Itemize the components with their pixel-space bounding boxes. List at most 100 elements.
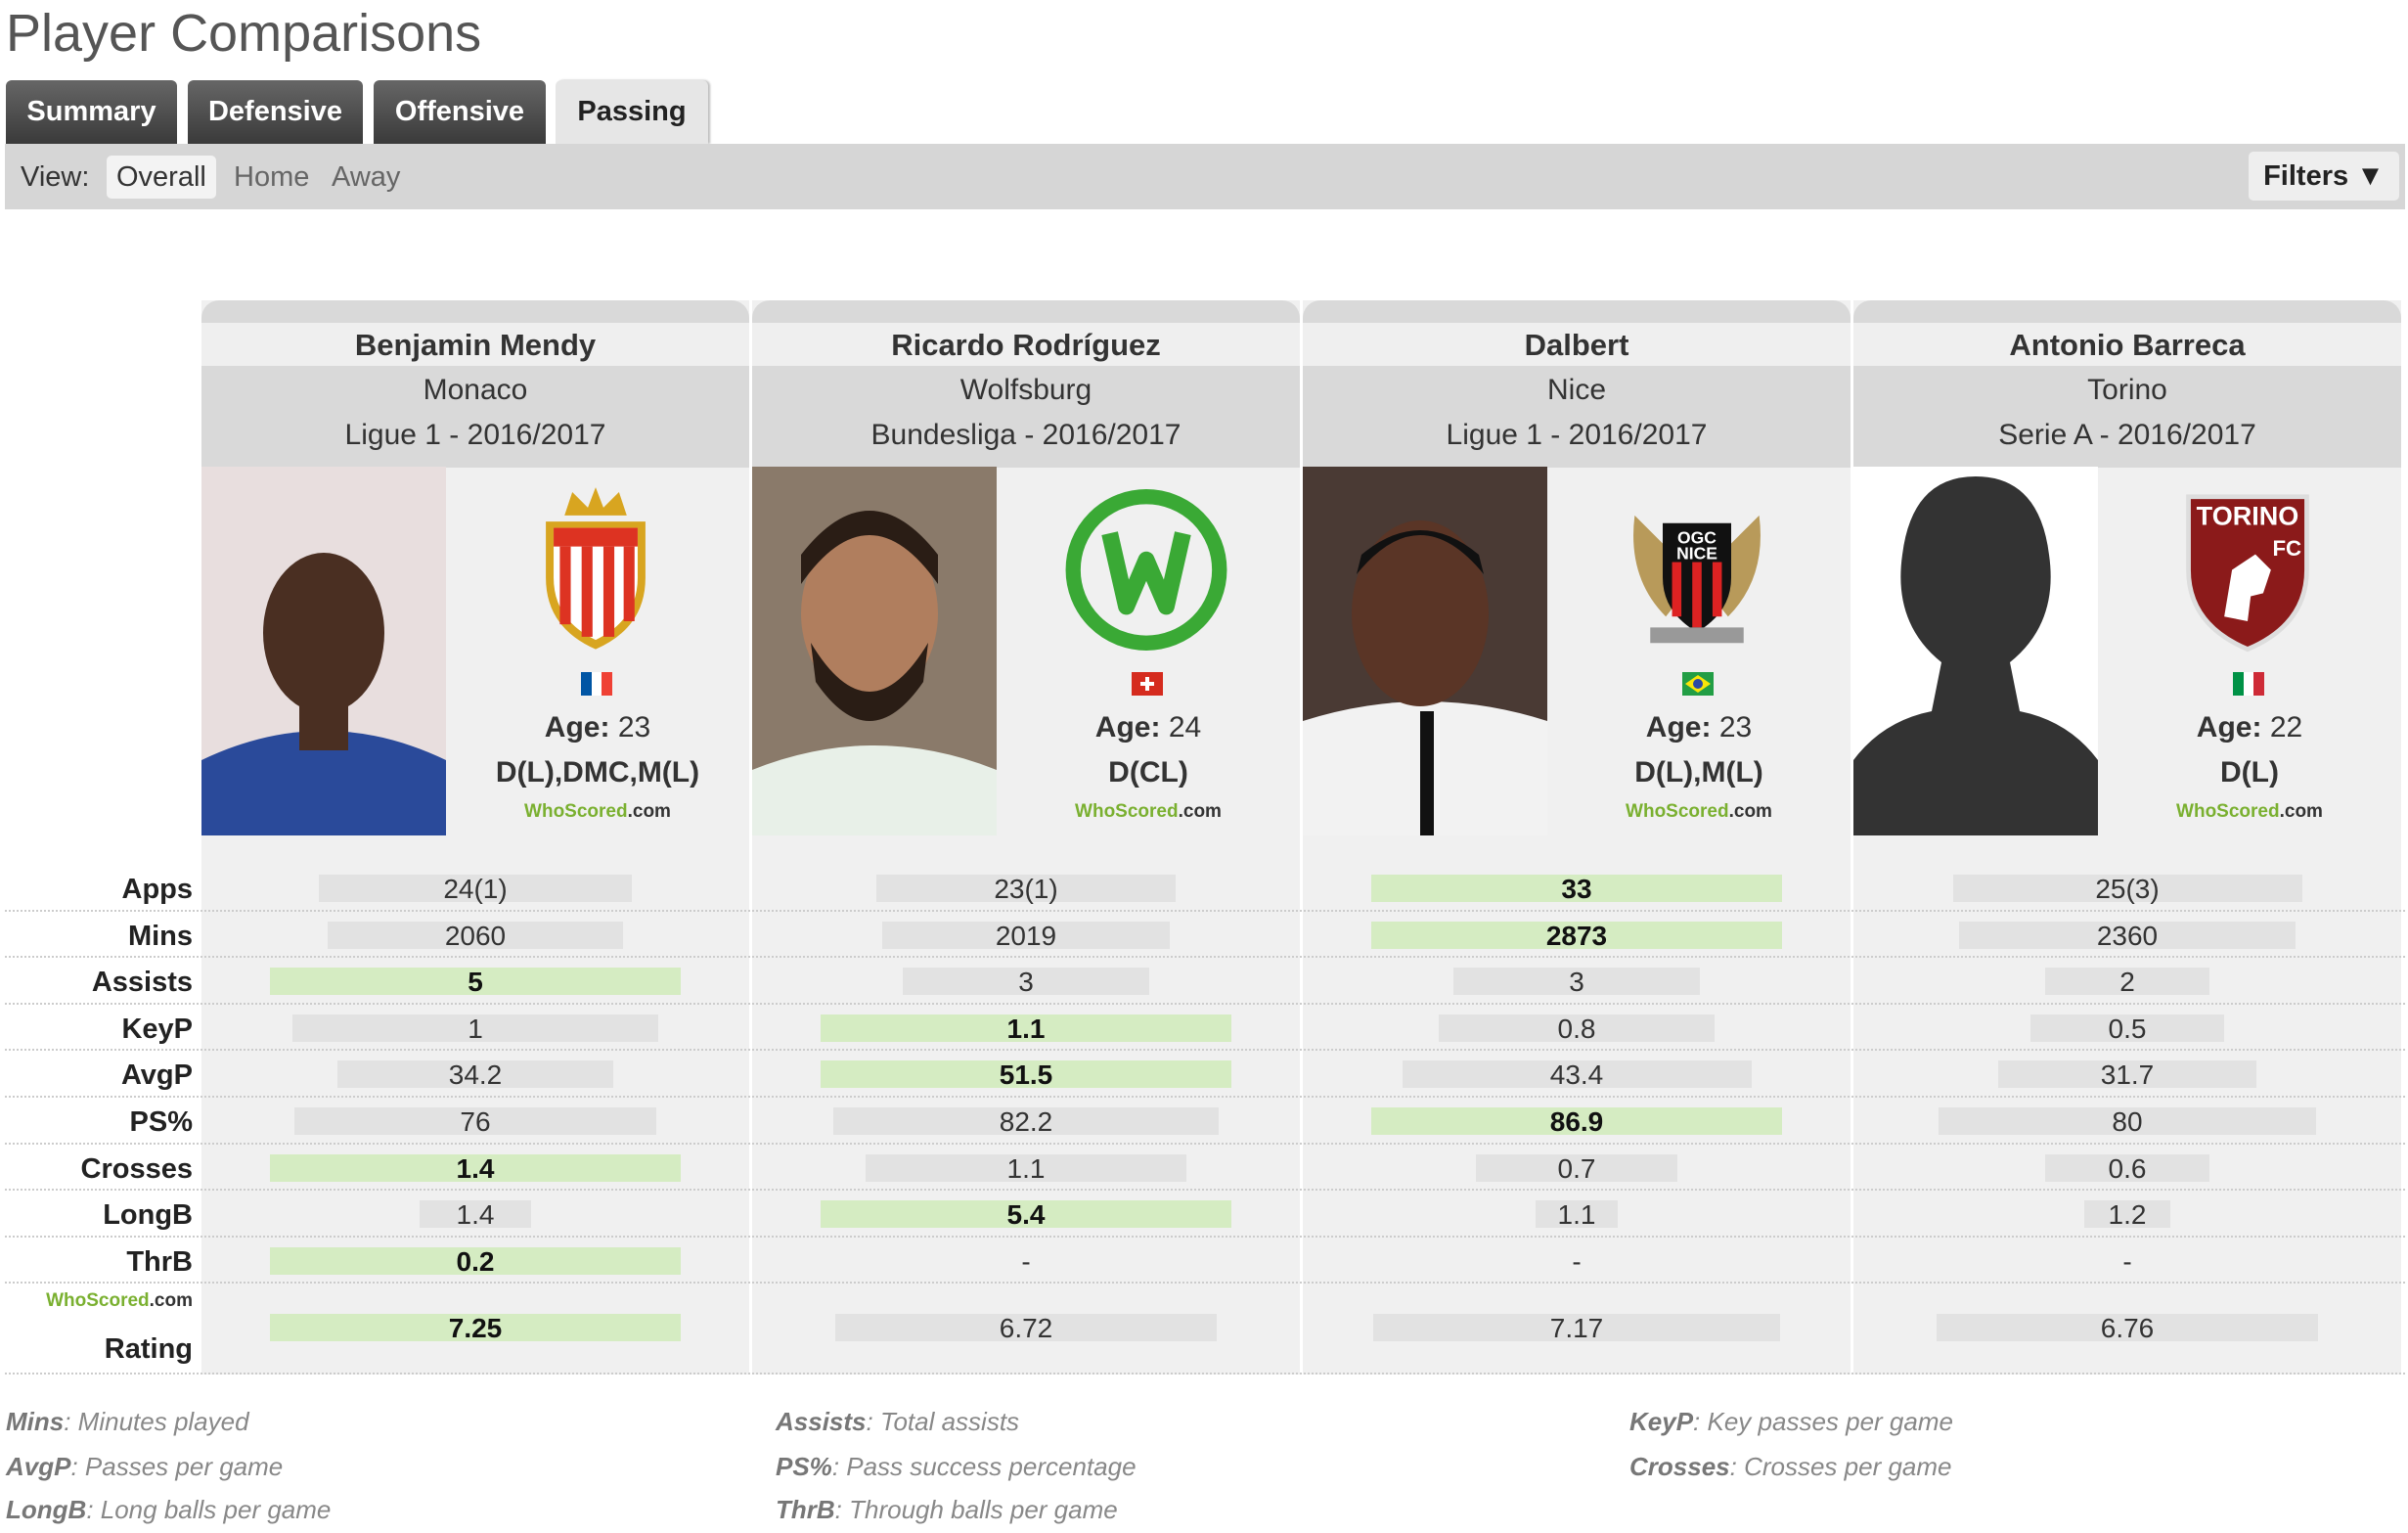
stat-bar [1476, 1153, 1677, 1182]
stat-value: 5.4 [1006, 1199, 1046, 1231]
tab-summary[interactable]: Summary [6, 80, 177, 144]
legend-desc: : Pass success percentage [831, 1452, 1137, 1481]
stat-value: 2 [2119, 967, 2135, 998]
club-name[interactable]: Torino [2087, 374, 2167, 406]
player-name[interactable]: Benjamin Mendy [201, 323, 749, 367]
stat-value: 2360 [2096, 920, 2159, 951]
legend-item: ThrB: Through balls per game [776, 1495, 1118, 1525]
legend-key: Crosses [1629, 1452, 1730, 1481]
legend-key: Assists [776, 1407, 867, 1436]
tab-offensive[interactable]: Offensive [374, 80, 546, 144]
stat-label-keyp: KeyP [121, 1013, 193, 1045]
stat-bar [903, 968, 1149, 996]
brand-suffix: .com [1728, 801, 1772, 822]
stat-bar [882, 921, 1170, 949]
brazil-flag-icon [1682, 672, 1714, 696]
club-info: Nice Ligue 1 - 2016/2017 [1303, 366, 1851, 468]
legend-key: AvgP [6, 1452, 71, 1481]
player-positions: D(CL) [1108, 756, 1188, 789]
legend-desc: : Minutes played [64, 1407, 249, 1436]
stat-bar [1958, 921, 2297, 949]
stat-bar [1997, 1060, 2257, 1089]
view-home[interactable]: Home [234, 160, 310, 193]
view-away[interactable]: Away [332, 160, 401, 193]
club-name[interactable]: Nice [1546, 374, 1606, 406]
player-photo [752, 467, 997, 835]
player-card: Benjamin Mendy Monaco Ligue 1 - 2016/2017 A… [201, 300, 749, 1375]
stat-bar [270, 968, 681, 996]
nice-crest-icon[interactable]: OGC NICE [1614, 484, 1780, 655]
stat-value: 1 [468, 1013, 483, 1044]
row-separator [5, 1096, 2405, 1098]
player-positions: D(L) [2220, 756, 2279, 789]
club-name[interactable]: Monaco [423, 374, 528, 406]
age-value: 23 [1718, 711, 1753, 744]
legend-desc: : Through balls per game [834, 1495, 1118, 1524]
wolfsburg-crest-icon[interactable] [1063, 484, 1229, 655]
stat-value: 82.2 [999, 1106, 1053, 1137]
player-name[interactable]: Ricardo Rodríguez [752, 323, 1300, 367]
tab-defensive[interactable]: Defensive [188, 80, 363, 144]
stat-label-crosses: Crosses [80, 1152, 193, 1185]
stat-bar [1536, 1200, 1618, 1229]
brand: WhoScored [1626, 801, 1729, 822]
rating-bar [1936, 1314, 2319, 1341]
age-value: 23 [617, 711, 651, 744]
torino-crest-icon[interactable]: TORINO FC [2164, 484, 2331, 655]
club-name[interactable]: Wolfsburg [959, 374, 1093, 406]
row-separator [5, 909, 2405, 912]
stat-bar [337, 1060, 613, 1089]
stat-bar [2045, 968, 2209, 996]
player-name[interactable]: Antonio Barreca [1853, 323, 2401, 367]
stat-bar [2045, 1153, 2209, 1182]
stat-bar [1439, 1014, 1715, 1042]
svg-text:FC: FC [2272, 536, 2301, 561]
view-overall[interactable]: Overall [107, 156, 216, 199]
player-age: Age: 23 [1547, 711, 1851, 744]
player-name[interactable]: Dalbert [1303, 323, 1851, 367]
stat-value: 43.4 [1549, 1060, 1604, 1091]
stat-value: 2873 [1545, 920, 1608, 951]
whoscored-logo: WhoScored.com [446, 801, 749, 823]
legend-key: KeyP [1629, 1407, 1694, 1436]
age-value: 24 [1168, 711, 1202, 744]
stat-value: - [1572, 1245, 1582, 1277]
italy-flag-icon [2233, 672, 2264, 696]
stat-value: 34.2 [448, 1060, 503, 1091]
stat-label-apps: Apps [121, 874, 194, 905]
card-cap [201, 300, 749, 324]
brand: WhoScored [524, 801, 628, 822]
stat-value: 2019 [995, 920, 1057, 951]
player-photo [1853, 467, 2098, 835]
svg-text:OGC: OGC [1677, 527, 1717, 547]
stat-label-thrb: ThrB [126, 1245, 193, 1278]
stat-bar [2083, 1200, 2171, 1229]
stat-bar [821, 1200, 1231, 1229]
player-card: Dalbert Nice Ligue 1 - 2016/2017 OGC NICE Age… [1303, 300, 1851, 1375]
row-separator [5, 1189, 2405, 1192]
stat-value: 24(1) [443, 874, 508, 904]
france-flag-icon [581, 672, 612, 696]
view-label: View: [21, 160, 90, 193]
stat-value: 1.1 [1557, 1199, 1596, 1231]
legend-desc: : Total assists [866, 1407, 1020, 1436]
svg-text:NICE: NICE [1676, 543, 1717, 563]
brand: WhoScored [46, 1290, 150, 1311]
legend-item: KeyP: Key passes per game [1629, 1407, 1953, 1437]
legend-key: Mins [6, 1407, 65, 1436]
stat-bar [1453, 968, 1700, 996]
stat-label-pspct: PS% [129, 1106, 193, 1138]
filters-button[interactable]: Filters ▼ [2249, 152, 2399, 201]
legend-desc: : Crosses per game [1729, 1452, 1952, 1481]
legend-desc: : Long balls per game [86, 1495, 332, 1524]
monaco-crest-icon[interactable] [513, 484, 679, 655]
stat-bar [1952, 875, 2302, 902]
stat-bar [875, 875, 1177, 902]
rating-bar [1373, 1314, 1780, 1341]
rating-value: 7.17 [1549, 1313, 1604, 1343]
player-positions: D(L),DMC,M(L) [495, 756, 700, 789]
tab-passing[interactable]: Passing [556, 80, 708, 144]
stat-value: 1.4 [456, 1199, 495, 1231]
age-label: Age: [544, 711, 610, 744]
whoscored-logo: WhoScored.com [1547, 801, 1851, 823]
